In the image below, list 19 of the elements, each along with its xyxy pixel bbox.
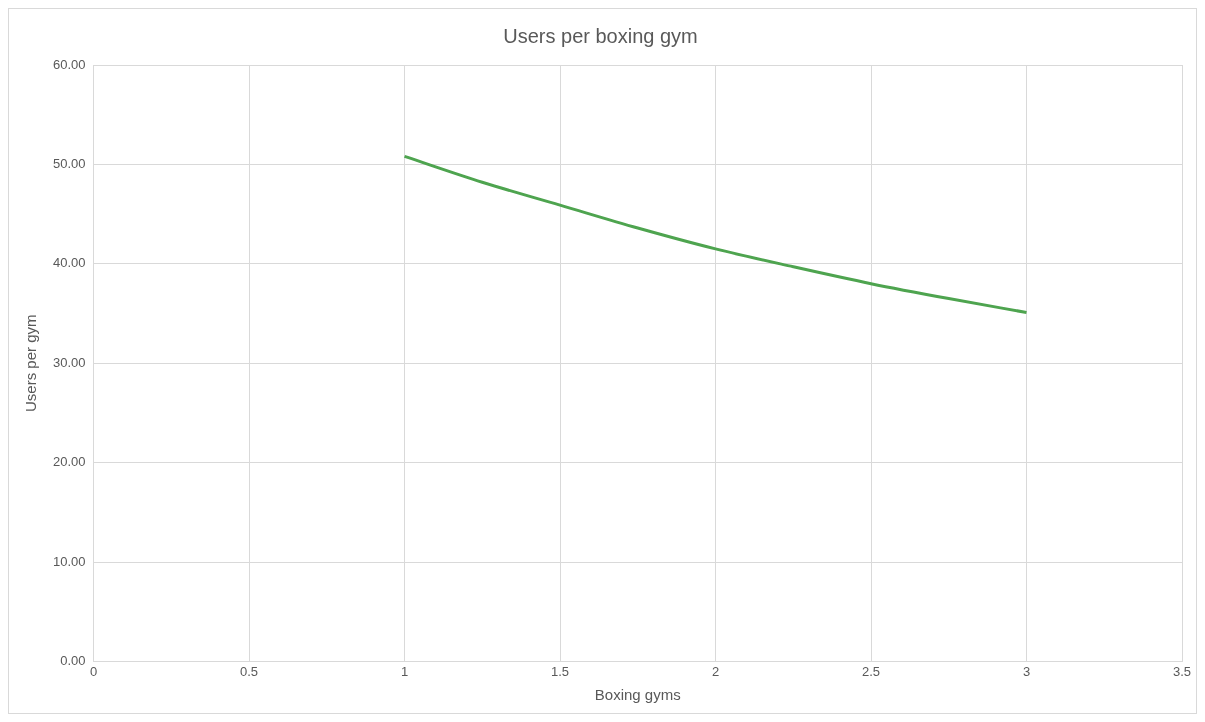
x-tick-label: 3.5 bbox=[1172, 663, 1192, 679]
y-tick-label: 20.00 bbox=[52, 454, 86, 470]
x-tick-label: 2 bbox=[711, 663, 720, 679]
y-axis-title: Users per gym bbox=[22, 314, 40, 412]
y-tick-label: 10.00 bbox=[52, 553, 86, 569]
chart-title: Users per boxing gym bbox=[503, 24, 698, 47]
line-series bbox=[403, 154, 1029, 315]
x-axis-title: Boxing gyms bbox=[594, 686, 681, 704]
y-tick-label: 50.00 bbox=[52, 155, 86, 171]
y-tick-label: 30.00 bbox=[52, 354, 86, 370]
x-tick-label: 2.5 bbox=[861, 663, 881, 679]
x-tick-label: 1 bbox=[400, 663, 409, 679]
y-tick-label: 40.00 bbox=[52, 255, 86, 271]
x-tick-label: 0 bbox=[89, 663, 98, 679]
x-tick-label: 1.5 bbox=[550, 663, 570, 679]
x-tick-label: 0.5 bbox=[239, 663, 259, 679]
x-tick-label: 3 bbox=[1022, 663, 1031, 679]
y-tick-label: 60.00 bbox=[52, 56, 86, 72]
y-tick-label: 0.00 bbox=[60, 652, 86, 668]
